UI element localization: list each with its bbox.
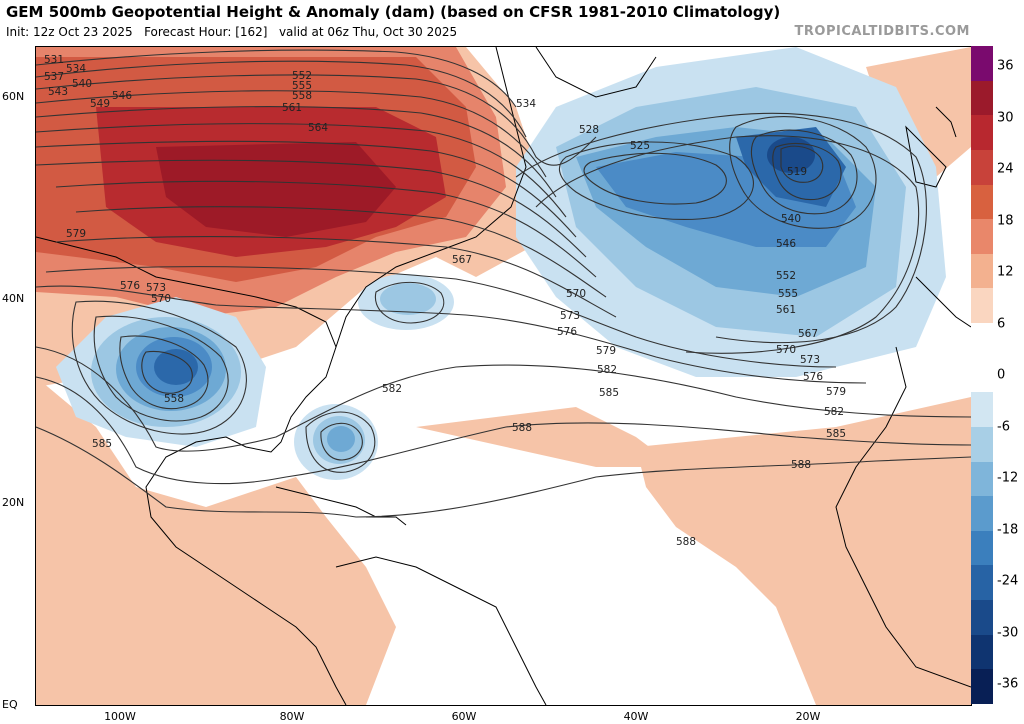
contour-label-543: 543 xyxy=(48,86,68,98)
contour-label-528: 528 xyxy=(579,124,599,136)
contour-label-540: 540 xyxy=(72,78,92,90)
contour-label-555-east: 555 xyxy=(778,288,798,300)
contour-label-585: 585 xyxy=(92,438,112,450)
lat-label-20n: 20N xyxy=(2,496,25,509)
contour-label-561: 561 xyxy=(282,102,302,114)
contour-label-579-east: 579 xyxy=(826,386,846,398)
forecast-hour: Forecast Hour: [162] xyxy=(144,25,268,39)
contour-label-588-east: 588 xyxy=(791,459,811,471)
colorbar-segment xyxy=(971,392,993,428)
colorbar-segment xyxy=(971,288,993,324)
colorbar-segment xyxy=(971,357,993,393)
contour-label-570-mid: 570 xyxy=(566,288,586,300)
contour-label-579-mid: 579 xyxy=(596,345,616,357)
lon-label-100w: 100W xyxy=(104,710,136,723)
contour-labels: 531 534 537 540 543 546 549 552 555 558 … xyxy=(44,54,846,548)
lon-label-80w: 80W xyxy=(279,710,305,723)
contour-label-585-mid: 585 xyxy=(599,387,619,399)
contour-label-573: 573 xyxy=(146,282,166,294)
map-subtitle: Init: 12z Oct 23 2025 Forecast Hour: [16… xyxy=(6,25,457,39)
contour-label-582: 582 xyxy=(382,383,402,395)
colorbar-segment xyxy=(971,253,993,289)
colorbar-segment xyxy=(971,669,993,705)
contour-label-585-east: 585 xyxy=(826,428,846,440)
colorbar-label: -12 xyxy=(997,470,1019,486)
weather-map: 531 534 537 540 543 546 549 552 555 558 … xyxy=(35,46,972,706)
contour-label-555: 555 xyxy=(292,80,312,92)
contour-label-588: 588 xyxy=(512,422,532,434)
contour-label-531: 531 xyxy=(44,54,64,66)
colorbar-segment xyxy=(971,323,993,359)
colorbar-label: 0 xyxy=(997,367,1006,383)
contour-label-576: 576 xyxy=(120,280,140,292)
colorbar xyxy=(971,46,993,705)
colorbar-segment xyxy=(971,461,993,497)
contour-label-546-east: 546 xyxy=(776,238,796,250)
colorbar-label: 24 xyxy=(997,161,1014,177)
colorbar-label: 6 xyxy=(997,316,1006,331)
map-title: GEM 500mb Geopotential Height & Anomaly … xyxy=(6,3,781,21)
colorbar-label: 12 xyxy=(997,264,1014,280)
colorbar-label: -24 xyxy=(997,573,1019,589)
contour-label-576-mid: 576 xyxy=(557,326,577,338)
contour-label-588-south: 588 xyxy=(676,536,696,548)
colorbar-label: 36 xyxy=(997,58,1014,74)
init-time: Init: 12z Oct 23 2025 xyxy=(6,25,133,39)
colorbar-segment xyxy=(971,600,993,636)
lat-label-eq: EQ xyxy=(2,698,18,711)
colorbar-label: -18 xyxy=(997,522,1019,537)
contour-label-570: 570 xyxy=(151,293,171,305)
coastlines xyxy=(36,47,971,705)
colorbar-segment xyxy=(971,115,993,151)
colorbar-segment xyxy=(971,149,993,186)
colorbar-label: 18 xyxy=(997,213,1014,228)
colorbar-segment xyxy=(971,530,993,566)
contour-label-519: 519 xyxy=(787,166,807,178)
contour-label-558: 558 xyxy=(292,90,312,102)
contour-label-552-east: 552 xyxy=(776,270,796,282)
contour-label-567: 567 xyxy=(452,254,472,266)
contour-label-570-east: 570 xyxy=(776,344,796,356)
colorbar-segment xyxy=(971,46,993,82)
lon-label-20w: 20W xyxy=(795,710,821,723)
contour-label-552: 552 xyxy=(292,70,312,82)
contour-label-573-east: 573 xyxy=(800,354,820,366)
contour-label-582-mid: 582 xyxy=(597,364,617,376)
colorbar-label: -30 xyxy=(997,625,1019,640)
contour-label-579: 579 xyxy=(66,228,86,240)
contour-label-549: 549 xyxy=(90,98,110,110)
lat-label-60n: 60N xyxy=(2,90,25,103)
site-brand: TROPICALTIDBITS.COM xyxy=(794,24,970,39)
contour-label-567-east: 567 xyxy=(798,328,818,340)
contour-label-537: 537 xyxy=(44,71,64,83)
contour-label-576-east: 576 xyxy=(803,371,823,383)
contour-label-540-east: 540 xyxy=(781,213,801,225)
contour-label-558-low: 558 xyxy=(164,393,184,405)
colorbar-label: -6 xyxy=(997,419,1010,434)
colorbar-segment xyxy=(971,634,993,670)
lat-label-40n: 40N xyxy=(2,292,25,305)
contour-label-525: 525 xyxy=(630,140,650,152)
colorbar-segment xyxy=(971,496,993,532)
contour-label-534-east: 534 xyxy=(516,98,536,110)
contour-label-564: 564 xyxy=(308,122,328,134)
colorbar-segment xyxy=(971,565,993,601)
map-canvas: 531 534 537 540 543 546 549 552 555 558 … xyxy=(36,47,971,705)
lon-label-40w: 40W xyxy=(623,710,649,723)
contour-label-534: 534 xyxy=(66,63,86,75)
valid-time: valid at 06z Thu, Oct 30 2025 xyxy=(278,25,458,39)
colorbar-label: -36 xyxy=(997,676,1019,692)
colorbar-segment xyxy=(971,426,993,463)
contour-label-582-east: 582 xyxy=(824,406,844,418)
contour-label-573-mid: 573 xyxy=(560,310,580,322)
contour-label-561-east: 561 xyxy=(776,304,796,316)
contour-label-546: 546 xyxy=(112,90,132,102)
lon-label-60w: 60W xyxy=(451,710,477,723)
height-contours xyxy=(36,49,971,518)
colorbar-segment xyxy=(971,80,993,116)
colorbar-label: 30 xyxy=(997,110,1014,125)
colorbar-segment xyxy=(971,219,993,255)
colorbar-segment xyxy=(971,184,993,220)
